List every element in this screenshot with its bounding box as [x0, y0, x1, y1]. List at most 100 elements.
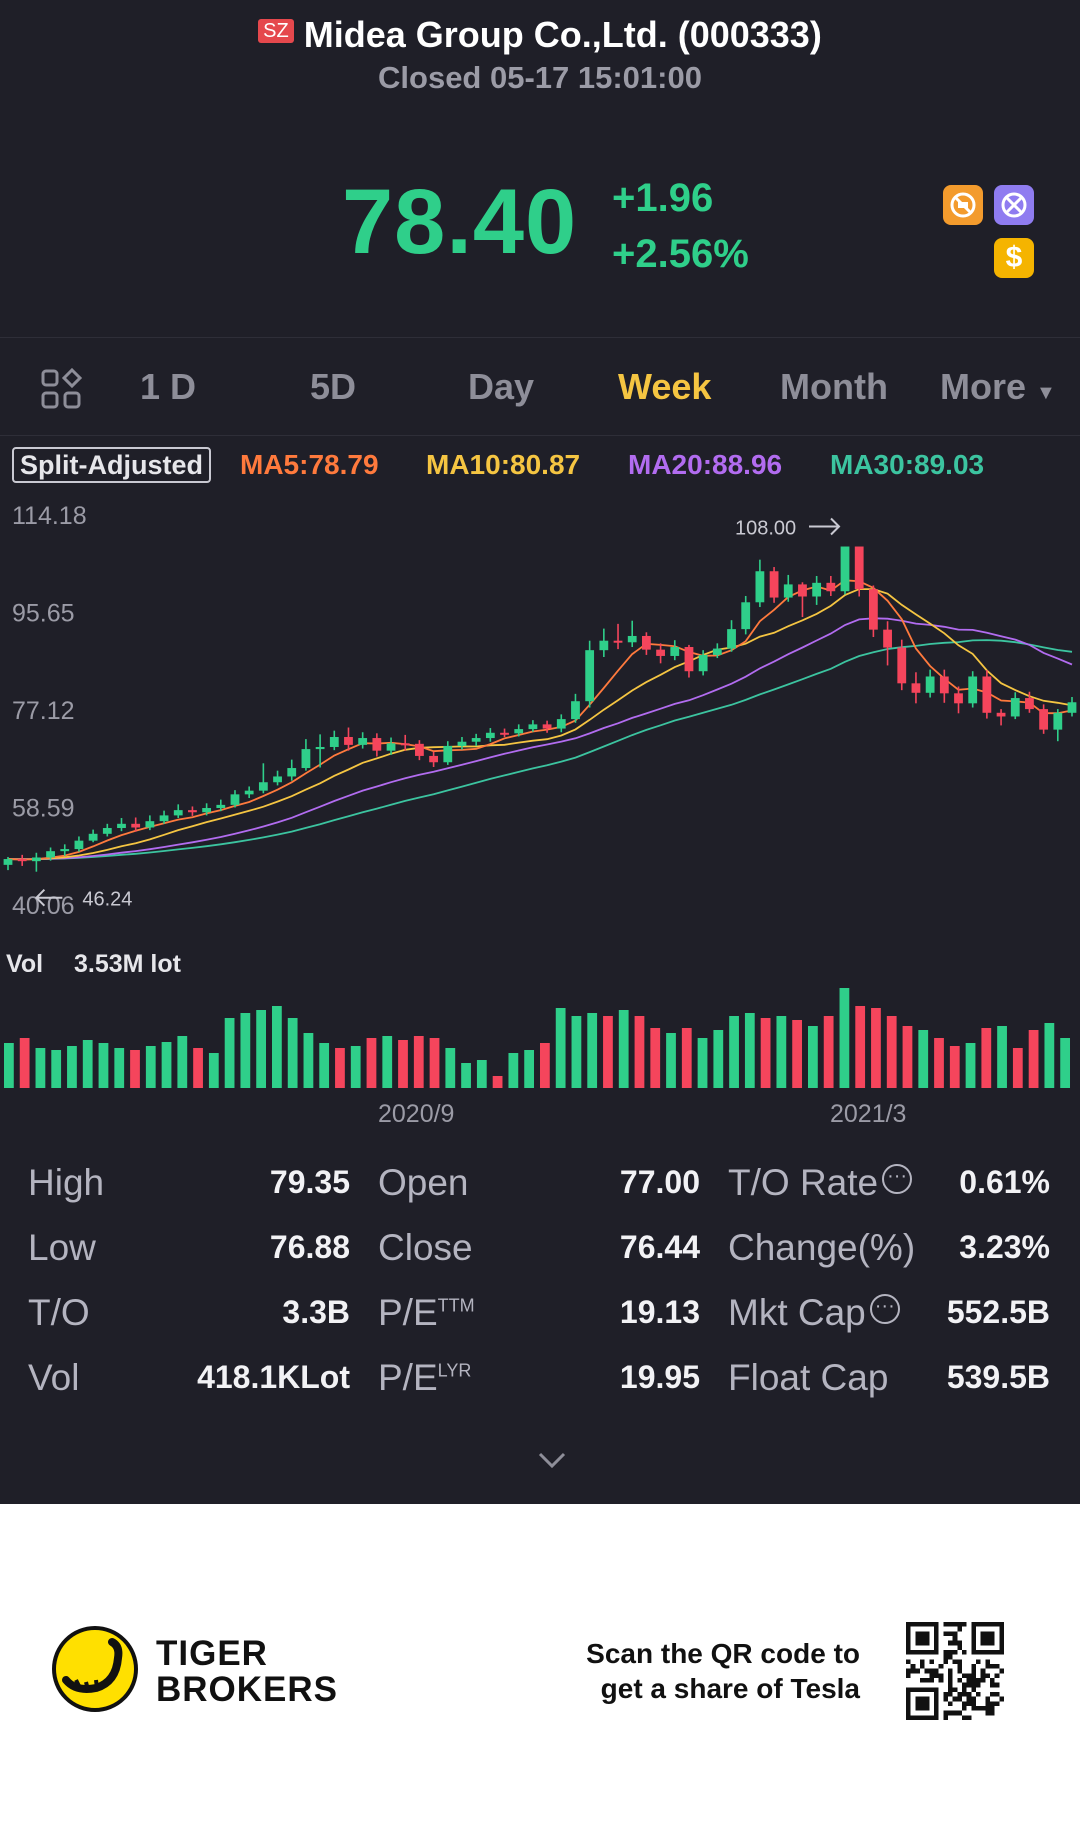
dollar-icon[interactable]: $	[994, 238, 1034, 278]
ma5-line	[7, 579, 1073, 861]
qr-module	[985, 1696, 990, 1702]
volume-bar	[744, 1013, 755, 1088]
volume-bar	[949, 1046, 960, 1088]
candle	[400, 734, 410, 751]
candle-body	[954, 693, 963, 704]
candle	[131, 817, 141, 832]
candle	[542, 720, 552, 733]
qr-module	[943, 1650, 948, 1655]
qr-module	[915, 1668, 920, 1674]
qr-module	[994, 1692, 1000, 1697]
candle-body	[542, 724, 552, 729]
split-adjusted-toggle[interactable]: Split-Adjusted	[12, 447, 211, 483]
candle-body	[727, 629, 736, 649]
candle-body	[3, 859, 13, 865]
qr-module	[962, 1692, 967, 1697]
expand-chevron-icon[interactable]	[536, 1450, 568, 1475]
candle-body	[613, 640, 623, 643]
stat-low-label: Low	[28, 1227, 96, 1268]
qr-module	[929, 1659, 934, 1664]
candle-body	[627, 635, 637, 643]
volume-bar	[382, 1036, 393, 1088]
candle-body	[188, 810, 197, 813]
candle-body	[712, 648, 722, 655]
candle	[273, 770, 282, 786]
qr-module	[920, 1678, 925, 1683]
volume-bar	[524, 1050, 535, 1088]
candle	[571, 693, 580, 723]
candle-body	[230, 794, 240, 805]
qr-module	[952, 1636, 958, 1641]
candle-body	[656, 649, 665, 656]
qr-code[interactable]	[906, 1622, 1004, 1720]
stat-close: 76.44	[619, 1229, 700, 1265]
candle	[386, 737, 396, 755]
stock-name[interactable]: Midea Group Co.,Ltd. (000333)	[303, 14, 822, 55]
candle	[556, 714, 566, 733]
tab-week[interactable]: Week	[618, 366, 712, 407]
qr-module	[999, 1696, 1004, 1702]
volume-bar	[130, 1050, 140, 1088]
candle	[17, 854, 27, 866]
info-icon[interactable]: ···	[869, 1294, 900, 1325]
tab-5d[interactable]: 5D	[310, 366, 357, 407]
candle-body	[102, 828, 112, 834]
candle	[939, 669, 949, 703]
volume-bar	[902, 1026, 913, 1088]
stat-open-label: Open	[378, 1162, 469, 1203]
candle-body	[854, 546, 864, 590]
tab-1d[interactable]: 1 D	[140, 366, 197, 407]
ma5-value: MA5:78.79	[240, 449, 379, 480]
stat-high-label: High	[28, 1162, 105, 1203]
volume-bar	[161, 1042, 172, 1088]
qr-module	[962, 1687, 967, 1692]
qr-module	[976, 1659, 981, 1664]
candle	[698, 650, 708, 676]
to-rate-text: T/O Rate	[728, 1162, 879, 1203]
volume-bar	[808, 1026, 818, 1088]
candle	[627, 620, 637, 648]
volume-bar	[335, 1048, 345, 1088]
candle	[159, 810, 169, 824]
volume-bar	[681, 1028, 692, 1088]
stat-mkt-cap: 552.5B	[946, 1294, 1050, 1330]
grid-layout-icon[interactable]	[40, 367, 83, 415]
candle	[500, 728, 509, 737]
qr-module	[910, 1668, 916, 1674]
candle	[471, 733, 481, 746]
no-short-icon[interactable]	[994, 185, 1034, 225]
qr-module	[906, 1673, 911, 1678]
volume-bar	[587, 1013, 598, 1088]
qr-finder	[971, 1622, 976, 1655]
qr-module	[971, 1706, 976, 1711]
y-tick-label: 114.18	[12, 502, 87, 530]
tab-month[interactable]: Month	[780, 366, 888, 407]
qr-module	[948, 1631, 953, 1636]
volume-bar	[4, 1043, 14, 1088]
qr-module	[966, 1715, 972, 1720]
volume-bar	[792, 1020, 803, 1088]
volume-bar	[319, 1043, 330, 1088]
qr-module	[920, 1659, 925, 1664]
candle-body	[769, 571, 779, 598]
stat-to-label: T/O	[28, 1292, 90, 1333]
qr-module	[971, 1701, 976, 1706]
qr-module	[990, 1701, 995, 1706]
candle-body	[400, 743, 410, 746]
price-change-pct: +2.56%	[612, 232, 749, 276]
candle	[244, 786, 254, 799]
tab-more[interactable]: More ▼	[940, 366, 1056, 408]
candle-body	[514, 729, 524, 734]
qr-module	[910, 1664, 916, 1669]
candle-body	[826, 582, 836, 592]
tab-day[interactable]: Day	[468, 366, 535, 407]
ma20-line	[7, 617, 1073, 861]
low-marker-label: 46.24	[82, 889, 132, 911]
volume-bar	[1060, 1038, 1071, 1088]
info-icon[interactable]: ···	[882, 1164, 913, 1195]
candle-body	[31, 857, 41, 862]
no-margin-icon[interactable]	[943, 185, 983, 225]
candle	[727, 620, 736, 652]
stat-to-rate: 0.61%	[959, 1164, 1050, 1200]
